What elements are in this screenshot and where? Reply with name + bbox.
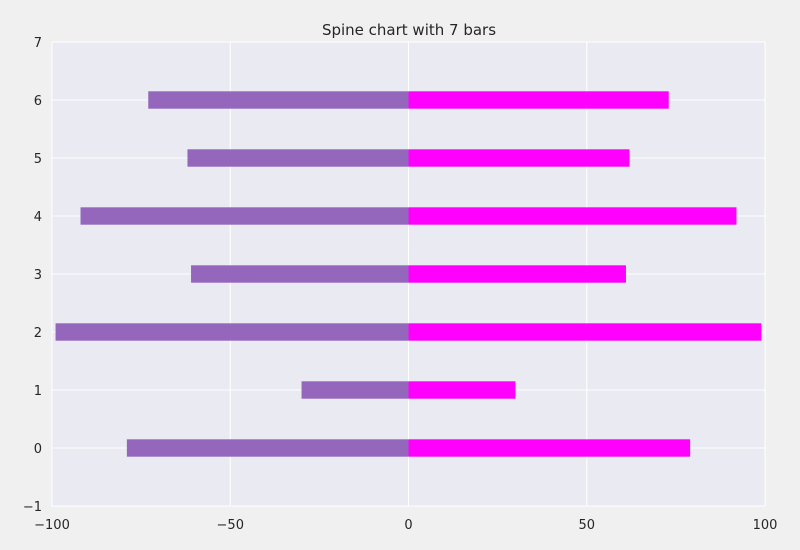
- y-tick-label: 7: [34, 36, 42, 51]
- right-bar-6: [408, 91, 669, 109]
- left-bar-2: [55, 323, 409, 341]
- left-bar-3: [191, 265, 409, 283]
- y-tick-label: 3: [34, 268, 42, 283]
- y-tick-label: 1: [34, 384, 42, 399]
- y-tick-label: 2: [34, 326, 42, 341]
- right-bar-3: [408, 265, 626, 283]
- y-tick-label: 4: [34, 210, 42, 225]
- y-tick-label: −1: [23, 500, 42, 515]
- x-axis-ticks: −100 −50 0 50 100: [34, 518, 777, 533]
- y-tick-label: 0: [34, 442, 42, 457]
- x-tick-label: −100: [34, 518, 70, 533]
- left-bar-5: [187, 149, 409, 167]
- y-tick-label: 5: [34, 152, 42, 167]
- right-bar-1: [408, 381, 516, 399]
- y-tick-label: 6: [34, 94, 42, 109]
- y-axis-ticks: −1 0 1 2 3 4 5 6 7: [23, 36, 42, 515]
- left-bar-6: [148, 91, 409, 109]
- right-bar-5: [408, 149, 630, 167]
- left-bar-1: [301, 381, 409, 399]
- x-tick-label: 100: [753, 518, 778, 533]
- chart-title: Spine chart with 7 bars: [322, 21, 496, 39]
- bars: [55, 91, 762, 457]
- right-bar-4: [408, 207, 737, 225]
- x-tick-label: −50: [217, 518, 244, 533]
- left-bar-0: [126, 439, 409, 457]
- x-tick-label: 0: [404, 518, 412, 533]
- right-bar-2: [408, 323, 762, 341]
- left-bar-4: [80, 207, 409, 225]
- right-bar-0: [408, 439, 691, 457]
- x-tick-label: 50: [578, 518, 595, 533]
